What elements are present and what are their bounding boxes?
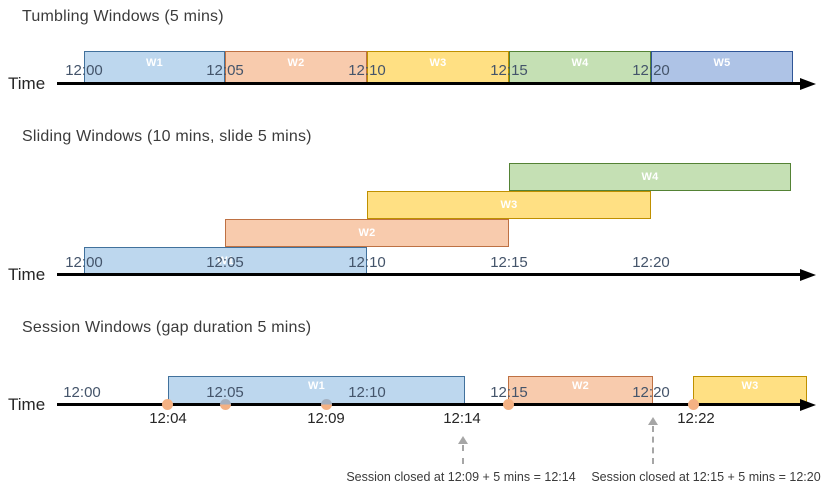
tick-label: 12:00 [65, 62, 103, 79]
event-dot [688, 399, 699, 410]
timeline-arrowhead-icon [800, 78, 816, 90]
event-dot [321, 399, 332, 410]
tick-label: 12:05 [206, 384, 244, 401]
event-time-label: 12:09 [307, 410, 345, 427]
window-label: W2 [358, 227, 376, 239]
event-time-label: 12:22 [677, 410, 715, 427]
section-title: Sliding Windows (10 mins, slide 5 mins) [22, 128, 312, 145]
tick-label: 12:20 [632, 384, 670, 401]
timeline-arrowhead-icon [800, 399, 816, 411]
window-label: W1 [145, 57, 164, 69]
time-axis-label: Time [8, 265, 46, 284]
tick-label: 12:00 [65, 254, 103, 271]
window-label: W3 [500, 199, 518, 211]
tick-label: 12:10 [348, 62, 386, 79]
window-bar: W4 [509, 51, 651, 83]
tick-label: 12:05 [206, 62, 244, 79]
session-close-annotation: Session closed at 12:15 + 5 mins = 12:20 [591, 470, 821, 484]
time-axis-label: Time [8, 74, 46, 93]
window-bar: W2 [225, 219, 509, 247]
session-close-arrow [462, 445, 464, 464]
window-bar: W4 [509, 163, 791, 191]
event-dot [220, 399, 231, 410]
tick-label: 12:20 [632, 254, 670, 271]
window-bar: W2 [225, 51, 367, 83]
timeline [57, 273, 803, 276]
tick-label: 12:20 [632, 62, 670, 79]
event-time-label: 12:14 [443, 410, 481, 427]
window-bar: W1 [84, 51, 225, 83]
window-label: W3 [741, 380, 759, 392]
window-label: W2 [571, 380, 590, 392]
session-close-arrow [652, 426, 654, 464]
window-bar: W3 [693, 376, 807, 404]
event-time-label: 12:04 [149, 410, 187, 427]
window-label: W2 [287, 57, 305, 69]
window-label: W1 [307, 380, 326, 392]
window-label: W5 [713, 57, 731, 69]
window-bar: W3 [367, 191, 651, 219]
timeline [57, 403, 803, 406]
window-label: W1 [216, 255, 235, 267]
window-bar: W5 [651, 51, 793, 83]
window-bar: W1 [84, 247, 367, 275]
tick-label: 12:15 [490, 254, 528, 271]
section-title: Tumbling Windows (5 mins) [22, 8, 224, 25]
window-label: W4 [571, 57, 589, 69]
session-close-arrow-icon [458, 436, 468, 444]
tick-label: 12:15 [490, 62, 528, 79]
tick-label: 12:10 [348, 384, 386, 401]
tick-label: 12:15 [490, 384, 528, 401]
tick-label: 12:10 [348, 254, 386, 271]
event-dot [162, 399, 173, 410]
window-label: W4 [641, 171, 659, 183]
session-close-annotation: Session closed at 12:09 + 5 mins = 12:14 [346, 470, 576, 484]
event-dot [503, 399, 514, 410]
section-title: Session Windows (gap duration 5 mins) [22, 319, 312, 336]
timeline-arrowhead-icon [800, 269, 816, 281]
tick-label: 12:00 [63, 384, 101, 401]
window-label: W3 [429, 57, 447, 69]
session-close-arrow-icon [648, 417, 658, 425]
window-bar: W2 [508, 376, 653, 404]
tick-label: 12:05 [206, 254, 244, 271]
time-axis-label: Time [8, 395, 46, 414]
timeline [57, 82, 803, 85]
